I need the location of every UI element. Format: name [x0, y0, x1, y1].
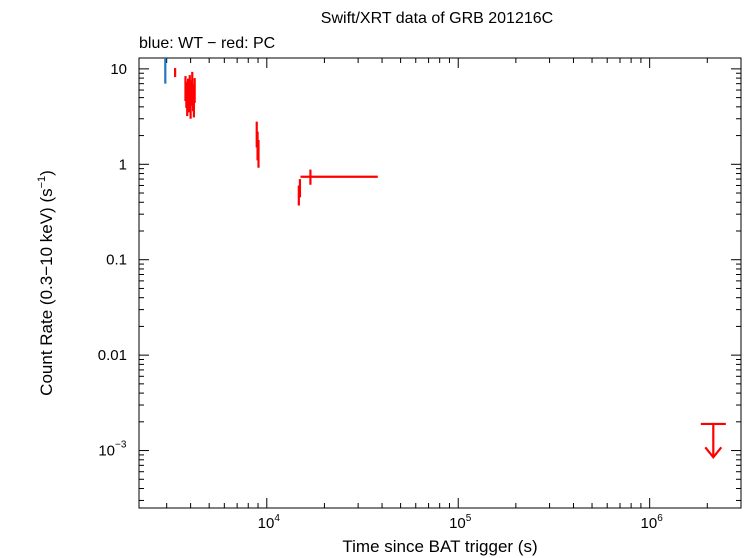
- y-axis-label-sup: −1: [36, 176, 48, 189]
- upper-limit-marker: [700, 422, 726, 460]
- y-axis-label-main: Count Rate (0.3−10 keV) (s: [37, 188, 56, 395]
- y-tick-label: 0.1: [106, 252, 127, 269]
- upper-limit-arrowhead: [704, 446, 723, 460]
- data-point-pc: [298, 179, 302, 198]
- x-axis-label: Time since BAT trigger (s): [342, 537, 537, 556]
- x-tick-label: 104: [258, 513, 281, 532]
- data-point-pc: [257, 139, 260, 168]
- x-tick-label-base: 10: [641, 515, 658, 532]
- x-tick-label-base: 10: [449, 515, 466, 532]
- y-tick-label: 1: [119, 156, 127, 173]
- data-point-pc: [174, 68, 177, 78]
- x-tick-label-base: 10: [258, 515, 275, 532]
- chart-subtitle: blue: WT − red: PC: [139, 35, 275, 52]
- y-tick-label: 10: [110, 61, 127, 78]
- data-point-pc: [300, 169, 378, 185]
- y-tick-label-exp: −3: [115, 440, 127, 451]
- y-axis-label: Count Rate (0.3−10 keV) (s−1): [36, 170, 56, 396]
- data-marks: [164, 58, 726, 460]
- y-tick-label: 0.01: [98, 347, 127, 364]
- chart-title: Swift/XRT data of GRB 201216C: [321, 10, 553, 27]
- plot-frame: [138, 57, 742, 509]
- x-tick-label-exp: 6: [657, 513, 663, 524]
- x-tick-label: 106: [641, 513, 664, 532]
- data-point-pc: [193, 78, 196, 103]
- x-tick-label-exp: 4: [274, 513, 280, 524]
- x-tick-label-exp: 5: [466, 513, 472, 524]
- x-tick-label: 105: [449, 513, 472, 532]
- y-axis-label-end: ): [37, 170, 56, 176]
- axis-ticks: [139, 58, 742, 508]
- y-tick-label: 10: [98, 443, 115, 460]
